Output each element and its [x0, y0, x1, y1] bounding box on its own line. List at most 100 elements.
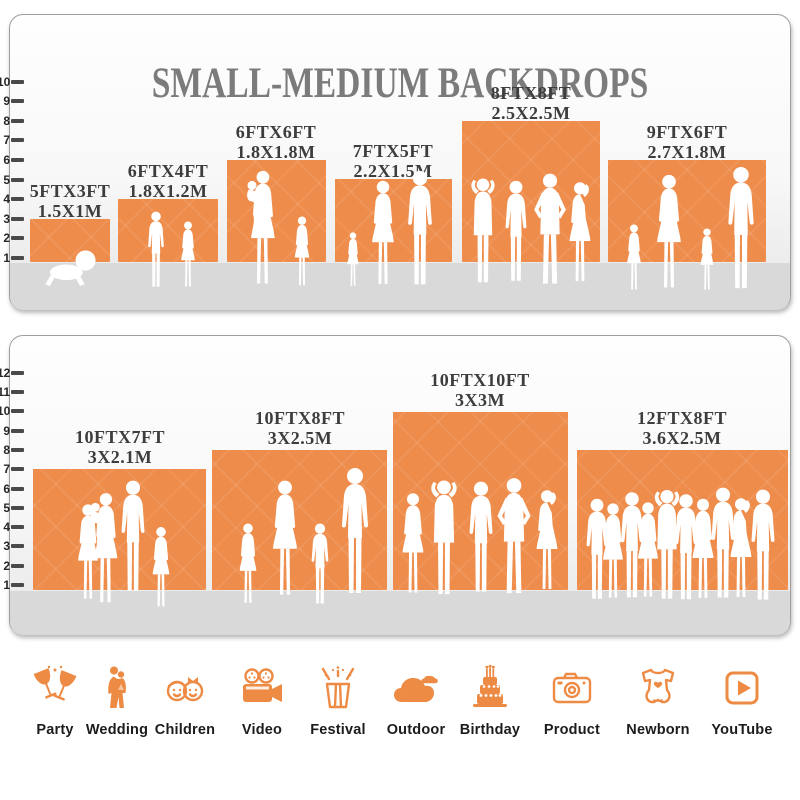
ruler-tick-label: 4 — [3, 192, 10, 206]
ruler-tick-label: 5 — [3, 501, 10, 515]
ruler-tick: 6 — [0, 482, 24, 496]
ruler-tick-label: 10 — [0, 404, 11, 418]
ruler-tick: 7 — [0, 463, 24, 475]
category-video: Video — [223, 664, 301, 738]
size-m-label: 2.2X1.5M — [353, 161, 433, 181]
ruler-tick-mark — [11, 583, 24, 587]
category-outdoor: Outdoor — [377, 664, 455, 738]
category-party: Party — [16, 664, 94, 738]
size-m-label: 3.6X2.5M — [642, 428, 722, 448]
people-silhouette-kids — [148, 211, 195, 287]
bar-size-label: 9FTX6FT 2.7X1.8M — [647, 122, 728, 162]
ruler-tick-label: 9 — [3, 94, 10, 108]
ruler-tick-label: 8 — [3, 443, 10, 457]
size-ft-label: 10FTX7FT — [74, 427, 166, 447]
people-silhouette-baby — [45, 250, 96, 287]
ruler-tick-label: 3 — [3, 212, 10, 226]
ruler-tick-mark — [11, 99, 24, 103]
category-product: Product — [533, 664, 611, 738]
ruler-tick-mark — [11, 138, 24, 142]
bar-size-label: 12FTX8FT 3.6X2.5M — [637, 408, 727, 448]
ruler-tick-mark — [11, 158, 24, 162]
ruler-tick-label: 10 — [0, 75, 11, 89]
size-ft-label: 12FTX8FT — [636, 408, 728, 428]
size-m-label: 1.8X1.2M — [128, 181, 208, 201]
bar-size-label: 10FTX10FT 3X3M — [430, 370, 530, 410]
ruler-tick: 10 — [0, 75, 24, 89]
ruler-tick-label: 1 — [3, 251, 10, 265]
ruler-tick-mark — [11, 409, 24, 413]
bar-size-label: 6FTX4FT 1.8X1.2M — [128, 161, 209, 201]
size-ft-label: 6FTX4FT — [127, 161, 209, 181]
people-silhouette-family-four — [627, 166, 754, 290]
ruler-tick-mark — [11, 80, 24, 84]
category-label: Product — [543, 722, 601, 738]
ruler-tick: 5 — [0, 174, 24, 186]
ruler-tick: 1 — [0, 579, 24, 591]
size-m-label: 3X3M — [454, 390, 505, 410]
ruler-tick: 10 — [0, 404, 24, 418]
ruler-tick-mark — [11, 236, 24, 240]
ruler-tick: 12 — [0, 367, 24, 379]
bar-size-label: 8FTX8FT 2.5X2.5M — [491, 83, 572, 123]
ruler-tick-mark — [11, 256, 24, 260]
backdrop-bar-5ftx3ft — [30, 219, 110, 262]
ruler-tick: 2 — [0, 560, 24, 572]
people-silhouette-family-four — [239, 468, 369, 604]
size-ft-label: 7FTX5FT — [352, 141, 434, 161]
outdoor-icon — [394, 675, 438, 702]
ruler-tick-label: 6 — [3, 482, 10, 496]
ruler-tick-label: 8 — [3, 114, 10, 128]
ruler-tick-mark — [11, 371, 24, 375]
video-icon — [243, 668, 282, 702]
ruler-tick: 7 — [0, 133, 24, 147]
category-wedding: Wedding — [78, 664, 156, 738]
ruler-tick-label: 7 — [3, 133, 10, 147]
people-silhouette-mother-kids — [247, 170, 310, 286]
ruler-tick-mark — [11, 217, 24, 221]
ruler-tick: 1 — [0, 251, 24, 265]
party-icon — [33, 665, 77, 701]
category-label: Festival — [310, 722, 366, 738]
size-ft-label: 10FTX10FT — [430, 370, 530, 390]
people-silhouette-crowd — [586, 487, 775, 600]
category-children: Children — [146, 664, 224, 738]
ruler-tick: 9 — [0, 94, 24, 108]
category-festival: Festival — [299, 664, 377, 738]
festival-icon — [321, 666, 355, 709]
backdrop-bar-7ftx5ft — [335, 179, 452, 262]
ruler-tick: 5 — [0, 501, 24, 515]
ruler-tick: 2 — [0, 232, 24, 244]
people-silhouette-family — [78, 480, 170, 607]
ruler-tick: 6 — [0, 154, 24, 166]
ruler-tick-label: 11 — [0, 385, 10, 399]
birthday-icon — [473, 664, 507, 707]
backdrop-bar-6ftx6ft — [227, 160, 326, 262]
ruler-tick-label: 3 — [3, 539, 10, 553]
wedding-icon — [108, 666, 126, 708]
bar-size-label: 10FTX7FT 3X2.1M — [75, 427, 165, 467]
size-m-label: 1.8X1.8M — [236, 142, 316, 162]
people-silhouette-adult-group — [402, 478, 558, 595]
category-label: Children — [154, 722, 216, 738]
size-ft-label: 5FTX3FT — [29, 181, 111, 201]
people-silhouette-adult-group — [471, 173, 591, 284]
ruler-tick: 8 — [0, 443, 24, 457]
size-m-label: 3X2.1M — [87, 447, 153, 467]
floor-strip — [10, 591, 790, 635]
category-label: Party — [36, 722, 74, 738]
bar-size-label: 6FTX6FT 1.8X1.8M — [236, 122, 317, 162]
people-silhouette-family — [347, 170, 432, 286]
ruler-tick-mark — [11, 119, 24, 123]
ruler-tick-mark — [11, 525, 24, 529]
category-label: Birthday — [459, 722, 521, 738]
size-m-label: 2.7X1.8M — [647, 142, 727, 162]
ruler-tick-label: 4 — [3, 520, 10, 534]
ruler-tick: 9 — [0, 425, 24, 437]
category-label: Newborn — [626, 722, 690, 738]
category-label: Outdoor — [386, 722, 446, 738]
ruler-tick-mark — [11, 487, 24, 491]
category-label: Video — [241, 722, 283, 738]
product-icon — [552, 672, 592, 704]
